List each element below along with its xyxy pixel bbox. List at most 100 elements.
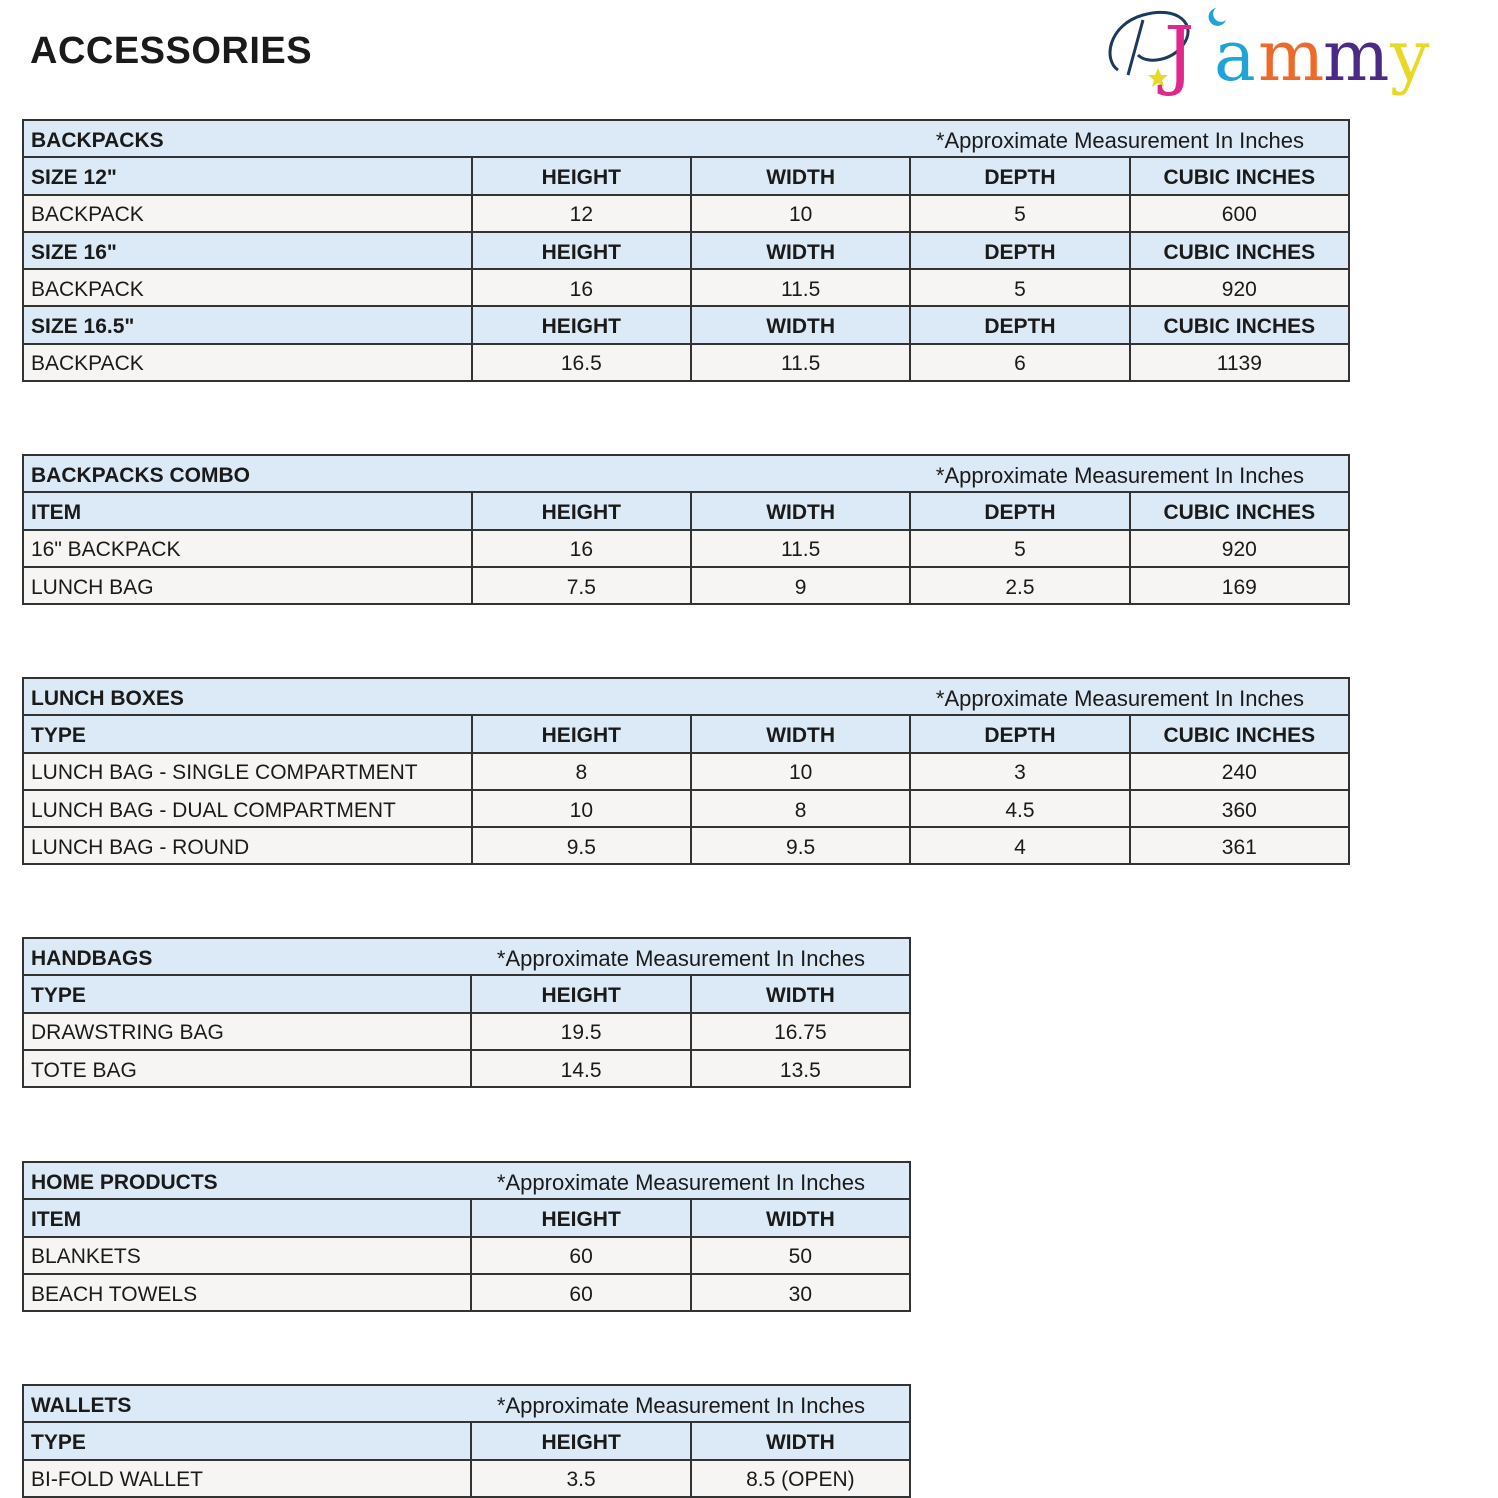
table-title-row: HOME PRODUCTS *Approximate Measurement In… bbox=[24, 1163, 909, 1199]
cell-value: 7.5 bbox=[470, 567, 690, 604]
column-header-row: TYPE HEIGHT WIDTH bbox=[24, 974, 909, 1012]
cell-value: WIDTH bbox=[689, 1200, 909, 1236]
cell-value: 600 bbox=[1128, 195, 1348, 231]
row-label: ITEM bbox=[31, 1207, 82, 1231]
row-label: DRAWSTRING BAG bbox=[31, 1021, 224, 1045]
column-header-row: SIZE 12" HEIGHT WIDTH DEPTH CUBIC INCHES bbox=[24, 156, 1348, 194]
row-label: TYPE bbox=[31, 983, 86, 1007]
column-header-row: ITEM HEIGHT WIDTH bbox=[24, 1198, 909, 1236]
column-header-row: ITEM HEIGHT WIDTH DEPTH CUBIC INCHES bbox=[24, 491, 1348, 529]
pjammy-logo: J a m m y bbox=[1108, 8, 1430, 98]
table-title-row: WALLETS *Approximate Measurement In Inche… bbox=[24, 1386, 909, 1422]
cell-value: 5 bbox=[909, 270, 1128, 306]
table-row: BEACH TOWELS 60 30 bbox=[24, 1272, 909, 1311]
row-label: LUNCH BAG - DUAL COMPARTMENT bbox=[31, 798, 396, 822]
cell-value: 5 bbox=[909, 195, 1128, 231]
svg-text:m: m bbox=[1323, 15, 1389, 97]
measurement-note: *Approximate Measurement In Inches bbox=[496, 1392, 865, 1418]
measurement-note: *Approximate Measurement In Inches bbox=[496, 1169, 865, 1195]
cell-value: 2.5 bbox=[909, 567, 1128, 604]
cell-value: 360 bbox=[1128, 790, 1348, 827]
table-row: LUNCH BAG - SINGLE COMPARTMENT 8 10 3 240 bbox=[24, 751, 1348, 789]
table-row: LUNCH BAG - ROUND 9.5 9.5 4 361 bbox=[24, 826, 1348, 864]
cell-value: HEIGHT bbox=[470, 1423, 689, 1459]
cell-value: HEIGHT bbox=[470, 1200, 689, 1236]
measurement-note: *Approximate Measurement In Inches bbox=[935, 685, 1304, 711]
table-title-row: BACKPACKS *Approximate Measurement In Inc… bbox=[24, 121, 1348, 157]
cell-value: 920 bbox=[1128, 270, 1348, 306]
column-header-row: TYPE HEIGHT WIDTH bbox=[24, 1421, 909, 1459]
cell-value: 14.5 bbox=[470, 1050, 689, 1087]
cell-value: CUBIC INCHES bbox=[1128, 493, 1348, 529]
cell-value: DEPTH bbox=[909, 716, 1128, 752]
cell-value: DEPTH bbox=[909, 158, 1128, 194]
cell-value: 11.5 bbox=[689, 530, 909, 566]
cell-value: 16.75 bbox=[689, 1013, 909, 1049]
cell-value: 6 bbox=[909, 344, 1128, 381]
cell-value: HEIGHT bbox=[470, 976, 689, 1012]
cell-value: 16 bbox=[470, 270, 690, 306]
page-title: ACCESSORIES bbox=[30, 30, 313, 72]
cell-value: DEPTH bbox=[909, 232, 1128, 269]
row-label: 16" BACKPACK bbox=[31, 538, 181, 562]
cell-value: HEIGHT bbox=[470, 493, 690, 529]
cell-value: 10 bbox=[689, 753, 909, 789]
cell-value: 19.5 bbox=[470, 1013, 689, 1049]
table-row: LUNCH BAG - DUAL COMPARTMENT 10 8 4.5 360 bbox=[24, 788, 1348, 827]
cell-value: 30 bbox=[689, 1274, 909, 1311]
table-title: HOME PRODUCTS bbox=[31, 1170, 218, 1194]
cell-value: 9.5 bbox=[470, 828, 690, 864]
cell-value: DEPTH bbox=[909, 307, 1128, 343]
row-label: LUNCH BAG bbox=[31, 575, 154, 599]
table-title: HANDBAGS bbox=[31, 946, 153, 970]
cell-value: 1139 bbox=[1128, 344, 1348, 381]
row-label: SIZE 12" bbox=[31, 165, 117, 189]
table-title: BACKPACKS COMBO bbox=[31, 463, 250, 487]
cell-value: 4.5 bbox=[909, 790, 1128, 827]
row-label: BACKPACK bbox=[31, 203, 144, 227]
cell-value: 3.5 bbox=[470, 1460, 689, 1496]
cell-value: 9 bbox=[689, 567, 909, 604]
cell-value: 240 bbox=[1128, 753, 1348, 789]
svg-text:J: J bbox=[1157, 9, 1194, 98]
row-label: TYPE bbox=[31, 1430, 86, 1454]
cell-value: WIDTH bbox=[689, 976, 909, 1012]
cell-value: CUBIC INCHES bbox=[1128, 232, 1348, 269]
cell-value: 60 bbox=[470, 1274, 689, 1311]
cell-value: 3 bbox=[909, 753, 1128, 789]
cell-value: 16.5 bbox=[470, 344, 690, 381]
cell-value: HEIGHT bbox=[470, 232, 690, 269]
svg-text:m: m bbox=[1258, 15, 1324, 97]
cell-value: 8.5 (OPEN) bbox=[689, 1460, 909, 1496]
cell-value: HEIGHT bbox=[470, 307, 690, 343]
row-label: ITEM bbox=[31, 500, 82, 524]
row-label: SIZE 16" bbox=[31, 240, 117, 264]
cell-value: 13.5 bbox=[689, 1050, 909, 1087]
table-title-row: LUNCH BOXES *Approximate Measurement In I… bbox=[24, 679, 1348, 715]
cell-value: 12 bbox=[470, 195, 690, 231]
table-row: BACKPACK 16 11.5 5 920 bbox=[24, 268, 1348, 306]
cell-value: 9.5 bbox=[689, 828, 909, 864]
cell-value: 16 bbox=[470, 530, 690, 566]
cell-value: 169 bbox=[1128, 567, 1348, 604]
row-label: LUNCH BAG - ROUND bbox=[31, 835, 250, 859]
measurement-note: *Approximate Measurement In Inches bbox=[496, 945, 865, 971]
cell-value: 920 bbox=[1128, 530, 1348, 566]
cell-value: 11.5 bbox=[689, 344, 909, 381]
table-title: BACKPACKS bbox=[31, 128, 164, 152]
table-backpacks-combo: BACKPACKS COMBO *Approximate Measurement … bbox=[22, 454, 1350, 606]
table-lunch-boxes: LUNCH BOXES *Approximate Measurement In I… bbox=[22, 677, 1350, 866]
table-title-row: BACKPACKS COMBO *Approximate Measurement … bbox=[24, 456, 1348, 492]
table-title: LUNCH BOXES bbox=[31, 686, 184, 710]
table-title: WALLETS bbox=[31, 1393, 132, 1417]
cell-value: 60 bbox=[470, 1237, 689, 1273]
table-row: BACKPACK 16.5 11.5 6 1139 bbox=[24, 342, 1348, 381]
svg-text:a: a bbox=[1214, 15, 1256, 97]
cell-value: CUBIC INCHES bbox=[1128, 307, 1348, 343]
table-row: BACKPACK 12 10 5 600 bbox=[24, 193, 1348, 231]
row-label: BLANKETS bbox=[31, 1245, 141, 1269]
cell-value: 50 bbox=[689, 1237, 909, 1273]
cell-value: CUBIC INCHES bbox=[1128, 716, 1348, 752]
cell-value: 8 bbox=[689, 790, 909, 827]
table-row: LUNCH BAG 7.5 9 2.5 169 bbox=[24, 565, 1348, 604]
